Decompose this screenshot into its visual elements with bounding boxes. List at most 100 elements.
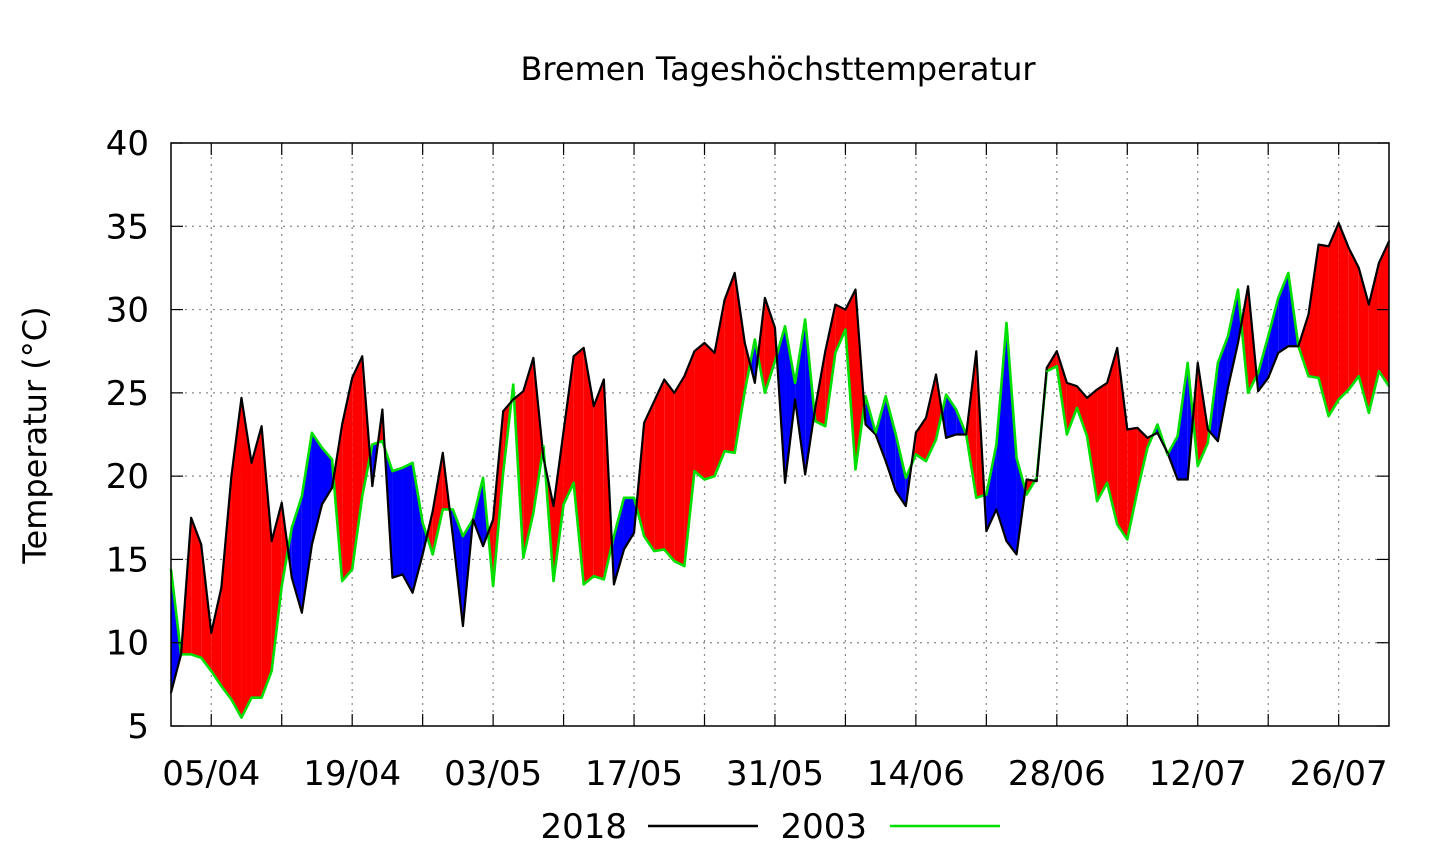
difference-fills (171, 222, 1389, 718)
data-point-2003 (1206, 441, 1209, 444)
data-point-2003 (1237, 288, 1239, 291)
difference-fill (1066, 382, 1077, 435)
data-point-2003 (1166, 453, 1169, 456)
data-point-2018 (331, 486, 333, 489)
difference-fill (1187, 362, 1194, 480)
data-point-2003 (1035, 476, 1038, 479)
legend-label: 2003 (780, 807, 867, 847)
data-points (170, 222, 1390, 719)
data-point-2018 (311, 543, 313, 546)
x-tick-label: 28/06 (1008, 754, 1106, 794)
data-point-2018 (764, 297, 766, 299)
y-tick-label: 35 (106, 207, 149, 247)
data-point-2003 (1267, 335, 1270, 338)
data-point-2003 (693, 470, 696, 473)
data-point-2018 (411, 591, 414, 594)
data-point-2003 (260, 696, 263, 699)
data-point-2003 (1076, 406, 1078, 409)
difference-fill (231, 397, 242, 718)
difference-fill (533, 357, 543, 513)
data-point-2018 (1116, 346, 1119, 349)
data-point-2018 (1237, 341, 1239, 344)
data-point-2003 (874, 431, 877, 434)
data-point-2018 (512, 398, 515, 401)
difference-fill (271, 502, 282, 672)
data-point-2018 (582, 346, 585, 349)
data-point-2018 (623, 548, 625, 551)
difference-fill (674, 376, 685, 567)
y-axis-label: Temperatur (°C) (16, 306, 54, 564)
data-point-2003 (804, 318, 807, 321)
data-point-2003 (643, 535, 646, 538)
difference-fill (593, 379, 604, 580)
data-point-2003 (824, 425, 827, 428)
data-point-2018 (874, 433, 877, 436)
data-point-2003 (190, 653, 193, 656)
data-point-2018 (1176, 478, 1179, 481)
data-point-2003 (733, 451, 736, 454)
difference-fill (432, 452, 443, 555)
data-point-2003 (592, 575, 595, 577)
data-point-2018 (914, 431, 917, 434)
difference-fill (493, 411, 504, 587)
data-point-2018 (602, 378, 605, 381)
data-point-2018 (1347, 247, 1350, 249)
data-point-2018 (391, 576, 394, 579)
data-point-2018 (562, 430, 565, 433)
difference-fill (472, 477, 484, 547)
data-point-2003 (764, 391, 766, 394)
data-point-2018 (270, 540, 273, 543)
data-point-2018 (985, 530, 988, 533)
data-point-2018 (230, 475, 233, 478)
data-point-2018 (864, 423, 867, 426)
difference-fill (1308, 244, 1319, 378)
data-point-2003 (1347, 388, 1350, 391)
data-point-2018 (1096, 388, 1098, 391)
data-point-2003 (542, 445, 545, 448)
difference-fill (281, 502, 289, 587)
data-point-2003 (1277, 297, 1280, 299)
data-point-2003 (975, 496, 978, 499)
data-point-2018 (1367, 303, 1370, 306)
data-point-2003 (1045, 370, 1048, 373)
data-point-2018 (1337, 222, 1340, 224)
data-point-2003 (1055, 365, 1058, 368)
data-point-2018 (1206, 428, 1209, 431)
data-point-2003 (462, 535, 464, 538)
difference-fill (301, 432, 312, 613)
data-point-2003 (351, 568, 354, 571)
data-point-2018 (451, 535, 454, 538)
axis-ticks: 5 10 15 20 25 30 35 40 05/04 19/04 03/05 17/05 31/05… (106, 124, 1389, 794)
difference-fill (352, 356, 363, 570)
data-point-2018 (663, 378, 666, 381)
difference-fill (795, 319, 806, 475)
x-tick-label: 26/07 (1290, 754, 1388, 794)
data-point-2018 (1357, 267, 1360, 269)
difference-fill (251, 426, 262, 698)
difference-fill (915, 417, 926, 462)
data-point-2018 (1065, 381, 1068, 384)
data-point-2003 (904, 476, 907, 479)
data-point-2003 (834, 351, 837, 354)
difference-fill (311, 432, 322, 545)
data-point-2018 (1015, 553, 1018, 556)
data-point-2003 (1015, 456, 1018, 459)
data-point-2003 (653, 550, 656, 552)
difference-fill (1076, 386, 1088, 437)
data-point-2018 (703, 341, 706, 344)
difference-fill (1328, 222, 1339, 417)
difference-fill (613, 497, 624, 585)
data-point-2003 (582, 583, 585, 586)
data-point-2003 (774, 360, 776, 363)
data-point-2003 (451, 508, 454, 511)
data-point-2003 (341, 580, 344, 582)
data-point-2003 (311, 431, 313, 434)
data-point-2018 (260, 425, 263, 428)
data-point-2018 (401, 573, 404, 576)
data-point-2003 (894, 433, 897, 436)
difference-fill (1368, 262, 1379, 413)
data-point-2003 (331, 458, 333, 461)
difference-fill (583, 347, 594, 585)
data-point-2018 (925, 416, 927, 419)
